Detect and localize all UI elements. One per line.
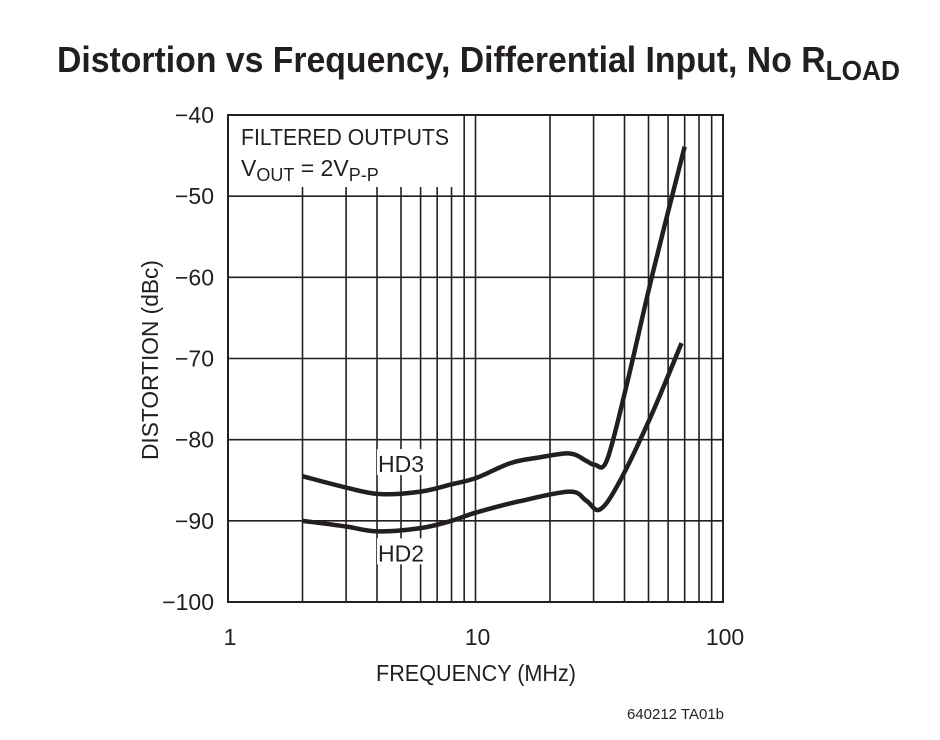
plot-frame xyxy=(227,114,724,603)
x-axis-label: FREQUENCY (MHz) xyxy=(376,660,576,686)
chart-title-subscript: LOAD xyxy=(826,55,900,86)
y-tick-label: −70 xyxy=(175,346,214,372)
chart-title-main: Distortion vs Frequency, Differential In… xyxy=(57,39,826,80)
y-tick-label: −80 xyxy=(175,427,214,453)
curves: HD3 HD2 xyxy=(301,146,687,566)
x-tick-label: 1 xyxy=(224,624,237,650)
y-tick-label: −40 xyxy=(175,102,214,128)
annotation-line1: FILTERED OUTPUTS xyxy=(241,124,449,150)
series-label-hd3: HD3 xyxy=(378,451,424,477)
annotation-line2: VOUT = 2VP-P xyxy=(241,155,379,185)
tick-labels: −40 −50 −60 −70 −80 −90 −100 1 10 100 xyxy=(162,102,744,650)
x-tick-label: 10 xyxy=(465,624,491,650)
grid xyxy=(227,114,723,603)
y-tick-label: −50 xyxy=(175,183,214,209)
series-label-hd2: HD2 xyxy=(378,540,424,566)
y-tick-label: −90 xyxy=(175,508,214,534)
footnote: 640212 TA01b xyxy=(627,706,724,723)
y-axis-label: DISTORTION (dBc) xyxy=(137,260,163,460)
series-line-hd3 xyxy=(301,146,687,497)
y-tick-label: −60 xyxy=(175,264,214,290)
chart-title: Distortion vs Frequency, Differential In… xyxy=(57,39,900,86)
series-line-hd2 xyxy=(302,342,684,534)
annotation-box xyxy=(229,116,461,187)
x-tick-label: 100 xyxy=(706,624,744,650)
y-tick-label: −100 xyxy=(162,589,214,615)
